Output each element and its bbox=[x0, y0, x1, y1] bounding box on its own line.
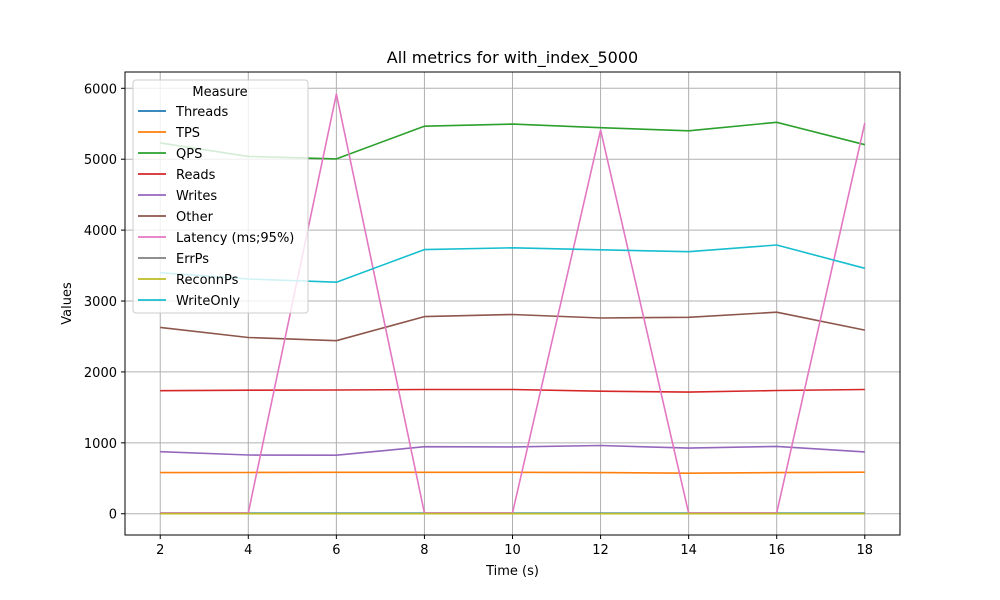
legend-label-qps: QPS bbox=[176, 147, 202, 162]
x-tick-label: 12 bbox=[592, 543, 609, 558]
x-tick-label: 16 bbox=[768, 543, 785, 558]
legend-label-threads: Threads bbox=[175, 105, 228, 120]
y-tick-label: 1000 bbox=[84, 437, 117, 452]
y-tick-label: 2000 bbox=[84, 366, 117, 381]
legend-title: Measure bbox=[192, 85, 247, 100]
legend-label-writes: Writes bbox=[176, 189, 217, 204]
x-tick-label: 8 bbox=[420, 543, 428, 558]
x-tick-label: 10 bbox=[504, 543, 521, 558]
y-tick-label: 4000 bbox=[84, 224, 117, 239]
x-tick-label: 4 bbox=[244, 543, 252, 558]
series-line-writes bbox=[160, 444, 865, 457]
y-axis-ticks: 0 1000 2000 3000 4000 5000 6000 bbox=[84, 82, 125, 523]
legend-box bbox=[132, 79, 309, 314]
y-tick-label: 5000 bbox=[84, 153, 117, 168]
y-tick-label: 6000 bbox=[84, 82, 117, 97]
y-tick-label: 0 bbox=[109, 508, 117, 523]
series-line-reads bbox=[160, 388, 865, 393]
legend-label-reconnps: ReconnPs bbox=[176, 273, 239, 288]
series-lines bbox=[160, 93, 866, 515]
legend-label-reads: Reads bbox=[176, 168, 216, 183]
legend-label-writeonly: WriteOnly bbox=[176, 294, 240, 309]
legend-label-latency-ms-95: Latency (ms;95%) bbox=[176, 231, 294, 246]
legend-label-errps: ErrPs bbox=[176, 252, 209, 267]
x-tick-label: 2 bbox=[156, 543, 164, 558]
x-axis-ticks: 2 4 6 8 10 12 14 16 18 bbox=[156, 535, 873, 558]
series-line-tps bbox=[160, 471, 865, 475]
x-axis-label: Time (s) bbox=[485, 564, 539, 579]
legend-entries: Threads TPS QPS Reads Writes Other Latency (ms… bbox=[138, 105, 294, 309]
legend: Measure Threads TPS QPS Reads Writes Other Lat… bbox=[132, 79, 309, 314]
x-tick-label: 14 bbox=[680, 543, 697, 558]
y-tick-label: 3000 bbox=[84, 295, 117, 310]
legend-label-other: Other bbox=[176, 210, 214, 225]
x-tick-label: 18 bbox=[856, 543, 873, 558]
chart-title: All metrics for with_index_5000 bbox=[387, 48, 638, 68]
legend-label-tps: TPS bbox=[175, 126, 200, 141]
series-line-other bbox=[160, 311, 865, 342]
x-tick-label: 6 bbox=[332, 543, 340, 558]
y-axis-label: Values bbox=[60, 282, 75, 325]
